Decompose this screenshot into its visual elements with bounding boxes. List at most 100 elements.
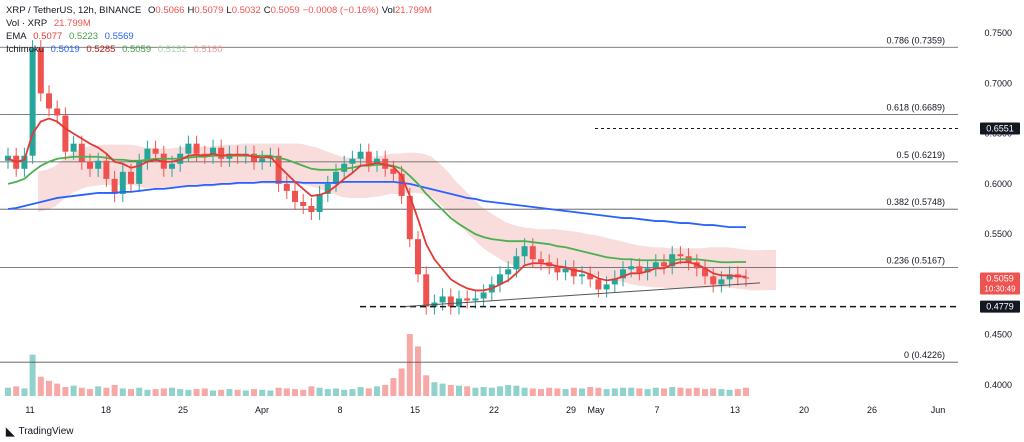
volume-bar [37, 376, 44, 396]
time-axis[interactable]: 11 18 25 Apr 8 15 22 29 May 7 13 20 26 Jun [25, 405, 945, 415]
volume-bar [144, 389, 151, 396]
candle-body [46, 93, 52, 109]
tradingview-mark-icon: ◣ [6, 426, 15, 438]
price-tag [980, 122, 1020, 135]
candle-body [587, 274, 594, 280]
volume-bars [5, 334, 749, 396]
volume-value: 21.799M [53, 18, 91, 29]
candle-body [644, 268, 651, 273]
volume-bar [382, 384, 389, 396]
candle-body [365, 151, 372, 164]
legend-ichimoku-row: Ichimoku 0.5019 0.5285 0.5059 0.5152 0.5… [6, 43, 435, 56]
volume-label[interactable]: Vol · XRP [6, 18, 48, 29]
candle-body [103, 160, 110, 179]
volume-bar [341, 389, 348, 396]
candle-body [480, 292, 487, 299]
volume-bar [251, 389, 257, 396]
legend-ema-row: EMA 0.5077 0.5223 0.5569 [6, 30, 435, 43]
candle-body [292, 190, 298, 202]
ema-slow-line [7, 180, 747, 229]
volume-bar [365, 388, 372, 396]
y-tick-label: 0.5500 [984, 229, 1012, 239]
ohlc-l: L0.5032 [226, 5, 261, 16]
candle-body [702, 268, 708, 277]
tradingview-logo[interactable]: ◣ TradingView [6, 425, 74, 438]
volume-bar [46, 380, 52, 396]
candle-body [374, 158, 380, 164]
candle-body [201, 153, 208, 156]
x-tick-label: 7 [654, 405, 659, 415]
ema-slow-value: 0.5569 [104, 31, 134, 42]
y-tick-label: 0.4000 [984, 380, 1012, 390]
volume-bar [611, 388, 618, 396]
indicator-lines [7, 117, 747, 292]
candle-body [743, 277, 749, 279]
candle-body [37, 48, 44, 94]
candle-body [464, 298, 471, 301]
volume-bar [538, 389, 544, 396]
volume-bar [406, 334, 413, 396]
volume-bar [702, 389, 708, 396]
volume-bar [415, 346, 421, 396]
volume-bar [62, 387, 69, 396]
volume-bar [177, 389, 184, 396]
volume-bar [685, 388, 692, 396]
candle-body [283, 183, 290, 191]
x-tick-label: Jun [931, 405, 946, 415]
volume-bar [603, 389, 610, 396]
ohlc-values: O0.5066 H0.5079 L0.5032 C0.5059 −0.0008 (−0.… [148, 5, 435, 16]
volume-bar [5, 387, 11, 396]
volume-bar [431, 382, 438, 396]
x-tick-label: 20 [799, 405, 809, 415]
volume-bar [570, 387, 577, 396]
volume-bar [439, 383, 446, 396]
candles [5, 40, 749, 315]
volume-bar [349, 389, 356, 396]
volume-bar [316, 387, 323, 396]
ichimoku-base-value: 0.5285 [86, 44, 116, 55]
volume-bar [628, 387, 635, 396]
x-tick-label: 29 [566, 405, 576, 415]
volume-bar [661, 388, 667, 396]
volume-bar [505, 384, 512, 396]
fibonacci-levels: 0.786 (0.7359) 0.618 (0.6689) 0.5 (0.6219)… [0, 35, 958, 363]
candle-body [259, 158, 266, 162]
volume-bar [111, 384, 118, 396]
ohlc-h: H0.5079 [187, 5, 224, 16]
ichimoku-label[interactable]: Ichimoku [6, 44, 45, 55]
candle-body [136, 161, 143, 184]
candle-body [193, 143, 200, 154]
volume-bar [308, 386, 315, 396]
volume-bar [29, 354, 36, 396]
volume-bar [390, 378, 397, 396]
candle-body [513, 256, 520, 270]
candle-body [185, 143, 192, 154]
candle-body [603, 284, 610, 290]
volume-bar [259, 389, 266, 396]
candle-body [472, 298, 479, 301]
candle-body [316, 193, 323, 213]
volume-bar [595, 387, 602, 396]
ema-label[interactable]: EMA [6, 31, 27, 42]
volume-bar [693, 387, 700, 396]
candle-body [620, 269, 626, 279]
volume-bar [456, 385, 462, 396]
candle-body [275, 155, 282, 184]
volume-bar [21, 388, 28, 396]
ichimoku-leadA-value: 0.5152 [157, 44, 187, 55]
candle-body [62, 115, 69, 152]
candle-body [128, 171, 134, 184]
volume-bar [218, 389, 225, 396]
candle-body [341, 163, 348, 172]
volume-bar [78, 387, 85, 396]
volume-bar [562, 389, 569, 396]
volume-bar [160, 388, 167, 396]
symbol-title[interactable]: XRP / TetherUS, 12h, BINANCE [6, 5, 142, 16]
volume-bar [333, 388, 339, 396]
candle-body [505, 269, 512, 275]
candle-body [497, 274, 503, 285]
legend-symbol-row: XRP / TetherUS, 12h, BINANCE O0.5066 H0.5… [6, 4, 435, 17]
volume-bar [128, 389, 134, 396]
